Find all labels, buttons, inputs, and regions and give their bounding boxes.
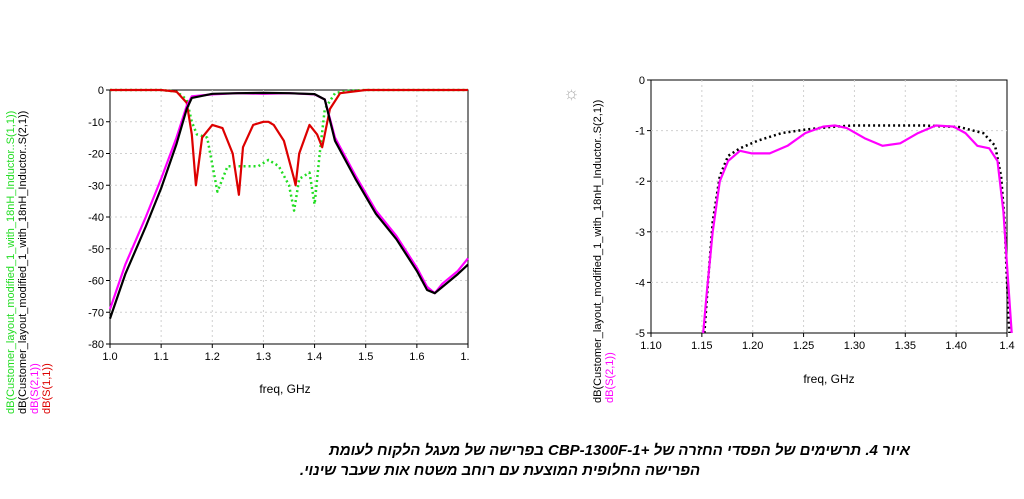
left-series-line-3 (108, 91, 469, 319)
left-y-tick-label: -40 (88, 212, 104, 224)
right-x-tick-label: 1.4 (999, 340, 1014, 352)
right-y-tick-label: -2 (635, 176, 645, 188)
right-y-tick-label: -3 (635, 227, 645, 239)
left-series (108, 88, 469, 319)
left-y-tick-label: -60 (88, 276, 104, 288)
figure-caption-line-2: הפרישה החלופית המוצעת עם רוחב משטח אות ש… (299, 462, 701, 479)
left-y-tick-label: 0 (98, 85, 104, 97)
right-x-tick-label: 1.35 (895, 340, 916, 352)
right-x-tick-label: 1.20 (742, 340, 763, 352)
right-y-tick-label: -4 (635, 277, 645, 289)
left-y-tick-label: -30 (88, 180, 104, 192)
left-x-tick-label: 1.1 (153, 351, 168, 363)
right-x-tick-label: 1.30 (844, 340, 865, 352)
left-x-tick-label: 1.7 (460, 351, 470, 363)
left-chart: dB(Customer_layout_modified_1_with_18nH_… (5, 85, 470, 414)
right-x-tick-label: 1.10 (640, 340, 661, 352)
left-series-line-0 (110, 88, 468, 212)
right-x-tick-label: 1.40 (945, 340, 966, 352)
right-ticks: 1.10 1.15 1.20 1.25 1.30 1.35 1.40 1.40-1-2-3-4… (635, 75, 1014, 352)
right-series-line-1 (702, 124, 1013, 334)
left-y-tick-label: -10 (88, 117, 104, 129)
left-y-axis-label-0: dB(Customer_layout_modified_1_with_18nH_… (5, 111, 17, 414)
left-y-axis-label-3: dB(S(1,1)) (41, 363, 53, 414)
right-chart: dB(Customer_layout_modified_1_with_18nH_… (592, 75, 1015, 403)
left-x-tick-label: 1.5 (358, 351, 373, 363)
left-x-tick-label: 1.4 (307, 351, 322, 363)
right-plot-frame (650, 79, 1008, 334)
figure-caption-line-1: איור 4. תרשימים של הפסדי החזרה של +CBP-1… (328, 442, 910, 459)
right-x-axis-title: freq, GHz (803, 372, 854, 386)
left-x-tick-label: 1.3 (256, 351, 271, 363)
left-y-tick-label: -70 (88, 307, 104, 319)
right-x-tick-label: 1.15 (691, 340, 712, 352)
left-plot-frame (109, 89, 469, 345)
left-y-tick-label: -50 (88, 244, 104, 256)
left-series-line-1 (110, 88, 468, 196)
left-series-line-2 (108, 92, 469, 310)
right-y-tick-label: 0 (639, 75, 645, 87)
right-x-tick-label: 1.25 (793, 340, 814, 352)
left-grid (110, 90, 468, 344)
left-x-tick-label: 1.2 (205, 351, 220, 363)
right-series (702, 124, 1013, 334)
left-x-tick-label: 1.6 (409, 351, 424, 363)
right-y-tick-label: -5 (635, 328, 645, 340)
left-y-axis-label-2: dB(S(2,1)) (29, 363, 41, 414)
left-x-tick-label: 1.0 (102, 351, 117, 363)
right-grid (651, 80, 1007, 333)
left-ticks: 1.0 1.1 1.2 1.3 1.4 1.5 1.6 1.7 0 -10 -20 -30 -40 -50… (88, 85, 470, 363)
left-x-axis-title: freq, GHz (259, 382, 310, 396)
left-y-tick-label: -80 (88, 339, 104, 351)
left-y-axis-labels: dB(Customer_layout_modified_1_with_18nH_… (5, 111, 53, 414)
right-y-axis-label-1: dB(S(2,1)) (604, 352, 616, 403)
sun-icon: ☼ (563, 83, 580, 103)
right-y-axis-labels: dB(Customer_layout_modified_1_with_18nH_… (592, 100, 616, 403)
right-series-line-0 (703, 124, 1011, 334)
left-y-tick-label: -20 (88, 149, 104, 161)
right-y-tick-label: -1 (635, 126, 645, 138)
right-y-axis-label-0: dB(Customer_layout_modified_1_with_18nH_… (592, 100, 604, 403)
left-y-axis-label-1: dB(Customer_layout_modified_1_with_18nH_… (17, 111, 29, 414)
